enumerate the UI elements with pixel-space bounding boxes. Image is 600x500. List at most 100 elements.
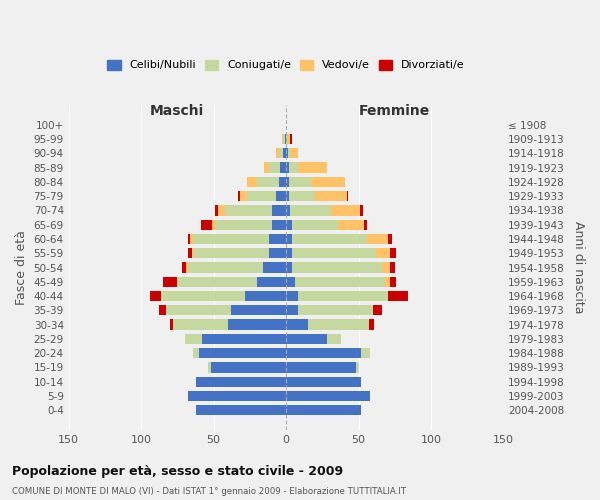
Bar bbox=[228, 320, 286, 330]
Bar bbox=[298, 291, 388, 301]
Bar bbox=[193, 248, 269, 258]
Bar bbox=[338, 220, 364, 230]
Bar bbox=[388, 234, 392, 244]
Bar bbox=[391, 262, 395, 272]
Bar bbox=[287, 134, 290, 144]
Bar bbox=[178, 276, 257, 287]
Bar bbox=[292, 262, 382, 272]
Bar bbox=[272, 220, 286, 230]
Bar bbox=[182, 262, 186, 272]
Bar bbox=[199, 348, 286, 358]
Bar bbox=[286, 162, 289, 173]
Bar bbox=[211, 362, 286, 372]
Bar bbox=[239, 191, 247, 202]
Bar bbox=[298, 162, 326, 173]
Bar bbox=[208, 362, 211, 372]
Bar bbox=[286, 234, 292, 244]
Bar bbox=[289, 177, 311, 187]
Text: Popolazione per età, sesso e stato civile - 2009: Popolazione per età, sesso e stato civil… bbox=[12, 464, 343, 477]
Bar bbox=[218, 206, 225, 216]
Bar bbox=[166, 305, 231, 316]
Bar bbox=[295, 276, 385, 287]
Bar bbox=[272, 206, 286, 216]
Bar bbox=[193, 348, 199, 358]
Bar bbox=[173, 320, 228, 330]
Bar bbox=[292, 220, 338, 230]
Bar bbox=[150, 291, 161, 301]
Bar bbox=[286, 191, 289, 202]
Bar bbox=[290, 134, 292, 144]
Text: Maschi: Maschi bbox=[150, 104, 205, 118]
Bar bbox=[196, 376, 286, 387]
Bar bbox=[193, 234, 269, 244]
Bar bbox=[286, 320, 308, 330]
Bar bbox=[282, 134, 283, 144]
Bar bbox=[286, 376, 361, 387]
Bar bbox=[200, 220, 212, 230]
Bar bbox=[276, 191, 286, 202]
Bar bbox=[289, 162, 298, 173]
Bar bbox=[347, 191, 349, 202]
Bar bbox=[283, 134, 284, 144]
Bar bbox=[276, 148, 279, 158]
Bar bbox=[192, 248, 193, 258]
Bar bbox=[280, 162, 286, 173]
Bar bbox=[263, 262, 286, 272]
Bar bbox=[190, 234, 193, 244]
Y-axis label: Fasce di età: Fasce di età bbox=[15, 230, 28, 305]
Bar bbox=[215, 206, 218, 216]
Bar bbox=[283, 148, 286, 158]
Bar bbox=[286, 348, 361, 358]
Bar bbox=[292, 234, 367, 244]
Bar bbox=[163, 276, 178, 287]
Bar bbox=[186, 262, 188, 272]
Bar bbox=[373, 305, 382, 316]
Bar bbox=[185, 334, 202, 344]
Bar bbox=[188, 262, 263, 272]
Bar bbox=[385, 276, 391, 287]
Text: COMUNE DI MONTE DI MALO (VI) - Dati ISTAT 1° gennaio 2009 - Elaborazione TUTTITA: COMUNE DI MONTE DI MALO (VI) - Dati ISTA… bbox=[12, 487, 406, 496]
Bar bbox=[286, 291, 298, 301]
Bar bbox=[292, 248, 376, 258]
Bar bbox=[225, 206, 272, 216]
Bar bbox=[269, 162, 280, 173]
Bar bbox=[257, 276, 286, 287]
Bar bbox=[368, 320, 374, 330]
Bar bbox=[231, 305, 286, 316]
Bar bbox=[188, 248, 192, 258]
Text: Femmine: Femmine bbox=[359, 104, 430, 118]
Bar bbox=[290, 206, 331, 216]
Bar bbox=[188, 391, 286, 401]
Bar bbox=[286, 391, 370, 401]
Bar bbox=[326, 334, 341, 344]
Bar bbox=[279, 177, 286, 187]
Bar bbox=[311, 177, 346, 187]
Bar bbox=[286, 206, 290, 216]
Bar bbox=[286, 405, 361, 415]
Bar bbox=[202, 334, 286, 344]
Bar bbox=[284, 134, 286, 144]
Bar bbox=[286, 177, 289, 187]
Bar bbox=[238, 191, 239, 202]
Bar bbox=[158, 305, 166, 316]
Bar bbox=[279, 148, 283, 158]
Bar bbox=[289, 191, 315, 202]
Bar bbox=[286, 334, 326, 344]
Bar bbox=[161, 291, 245, 301]
Bar bbox=[356, 362, 359, 372]
Bar bbox=[247, 191, 276, 202]
Bar bbox=[315, 191, 347, 202]
Bar bbox=[286, 220, 292, 230]
Bar bbox=[376, 248, 391, 258]
Bar bbox=[331, 206, 360, 216]
Bar bbox=[388, 291, 408, 301]
Bar bbox=[364, 220, 367, 230]
Bar bbox=[286, 248, 292, 258]
Bar bbox=[245, 291, 286, 301]
Bar bbox=[257, 177, 279, 187]
Bar bbox=[391, 276, 396, 287]
Bar bbox=[212, 220, 217, 230]
Bar bbox=[170, 320, 173, 330]
Bar bbox=[290, 148, 298, 158]
Bar bbox=[286, 362, 356, 372]
